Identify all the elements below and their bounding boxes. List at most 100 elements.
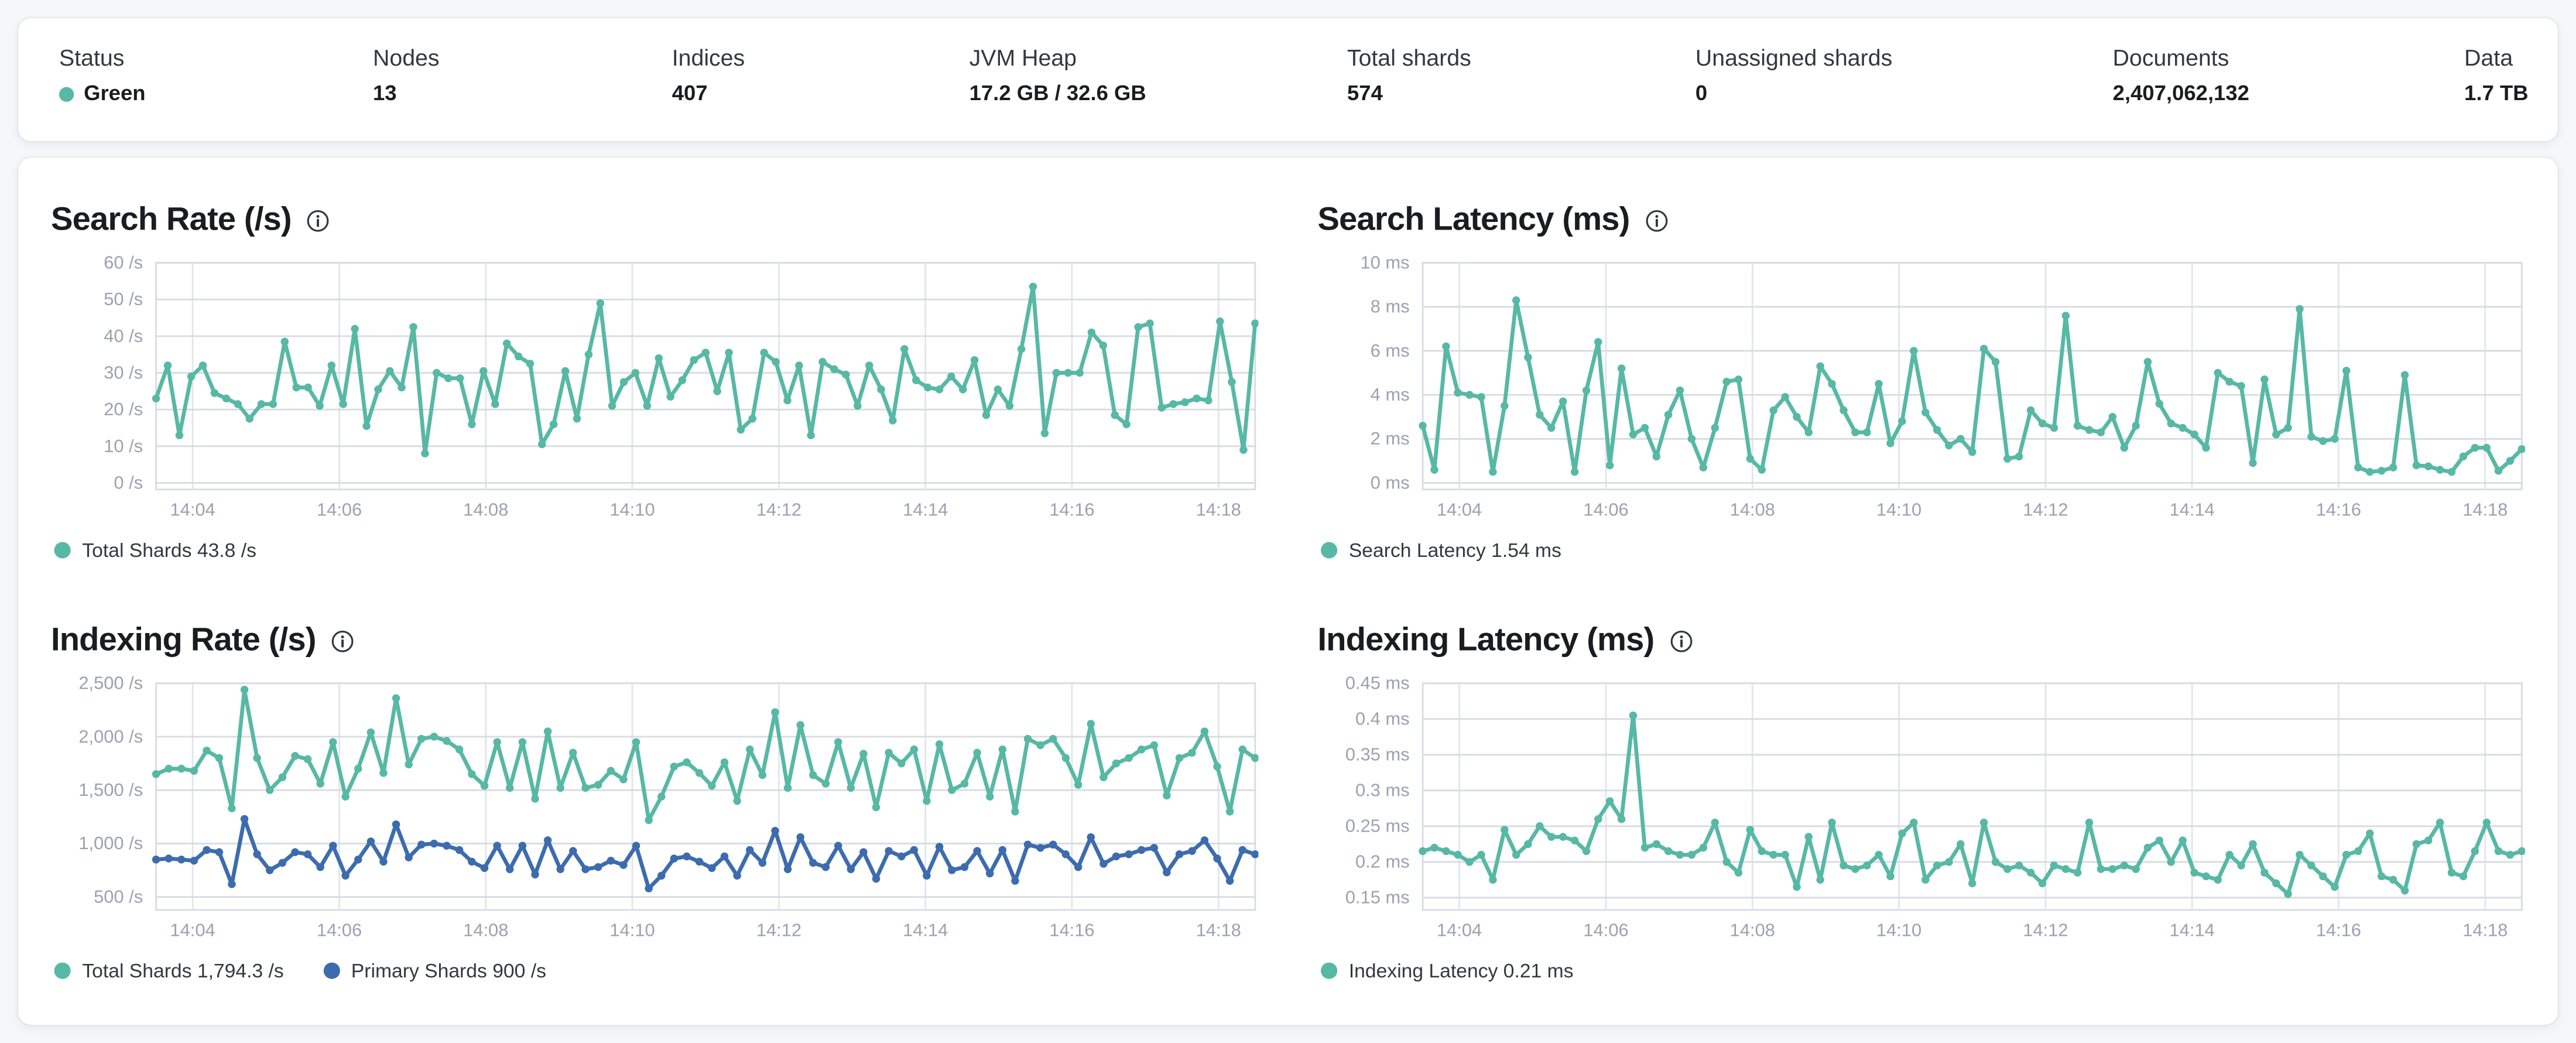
svg-text:14:16: 14:16 — [2316, 920, 2361, 941]
chart-title: Indexing Latency (ms) — [1317, 621, 1655, 658]
svg-text:14:18: 14:18 — [2462, 500, 2508, 520]
svg-text:14:06: 14:06 — [1583, 920, 1628, 941]
svg-text:14:04: 14:04 — [1437, 920, 1482, 941]
chart-block-search-latency: Search Latency (ms) 14:04 14:06 14:08 14:10… — [1317, 197, 2526, 562]
stat-label: Documents — [2112, 44, 2229, 71]
svg-text:10 /s: 10 /s — [104, 436, 143, 456]
legend-label: Total Shards 1,794.3 /s — [82, 959, 284, 983]
svg-text:20 /s: 20 /s — [104, 399, 143, 419]
stat-value: 17.2 GB / 32.6 GB — [969, 80, 1146, 105]
svg-text:14:08: 14:08 — [463, 920, 508, 941]
svg-text:14:14: 14:14 — [903, 920, 948, 941]
svg-text:14:04: 14:04 — [170, 500, 215, 520]
stat-value: 1.7 TB — [2464, 80, 2529, 105]
svg-text:14:10: 14:10 — [1876, 920, 1921, 941]
cluster-status-bar: Status Green Nodes 13 Indices 407 JVM He… — [18, 18, 2558, 142]
svg-text:14:10: 14:10 — [609, 500, 655, 520]
svg-text:50 /s: 50 /s — [104, 289, 143, 309]
svg-text:14:06: 14:06 — [317, 500, 362, 520]
svg-text:1,500 /s: 1,500 /s — [78, 779, 143, 800]
stat-value: 0 — [1695, 80, 1708, 105]
svg-text:14:18: 14:18 — [1196, 920, 1241, 941]
svg-text:1,000 /s: 1,000 /s — [78, 833, 143, 853]
info-icon[interactable] — [1645, 208, 1669, 232]
stat-total-shards: Total shards 574 — [1347, 43, 1695, 107]
svg-text:40 /s: 40 /s — [104, 326, 143, 346]
stat-value: 407 — [672, 80, 708, 105]
svg-text:0 /s: 0 /s — [114, 472, 143, 493]
svg-text:14:04: 14:04 — [170, 920, 215, 941]
legend-dot-icon — [1321, 962, 1338, 979]
stat-jvm-heap: JVM Heap 17.2 GB / 32.6 GB — [970, 43, 1347, 107]
stat-nodes: Nodes 13 — [373, 43, 672, 107]
stat-label: JVM Heap — [969, 44, 1077, 71]
svg-text:0.45 ms: 0.45 ms — [1345, 673, 1410, 693]
stat-label: Status — [59, 44, 125, 71]
legend-item[interactable]: Total Shards 1,794.3 /s — [54, 959, 284, 982]
svg-text:14:06: 14:06 — [1583, 500, 1628, 520]
stat-label: Indices — [672, 44, 745, 71]
svg-text:0.35 ms: 0.35 ms — [1345, 744, 1410, 765]
svg-text:0.25 ms: 0.25 ms — [1345, 816, 1410, 836]
svg-text:14:08: 14:08 — [1730, 920, 1775, 941]
svg-text:14:06: 14:06 — [317, 920, 362, 941]
svg-text:60 /s: 60 /s — [104, 253, 143, 273]
chart-legend: Total Shards 1,794.3 /s Primary Shards 9… — [51, 959, 1258, 982]
stat-value: Green — [84, 80, 146, 105]
svg-text:14:18: 14:18 — [1196, 500, 1241, 520]
stat-label: Data — [2464, 44, 2513, 71]
legend-item[interactable]: Primary Shards 900 /s — [323, 959, 546, 982]
metrics-panel: Search Rate (/s) 14:04 14:06 14:08 14:10 14:… — [18, 158, 2558, 1025]
svg-text:0 ms: 0 ms — [1371, 472, 1410, 493]
svg-text:14:12: 14:12 — [2023, 500, 2068, 520]
legend-dot-icon — [323, 962, 340, 979]
indexing-latency-chart[interactable]: 14:04 14:06 14:08 14:10 14:12 14:14 14:16 14:18… — [1318, 673, 2526, 949]
chart-title: Search Latency (ms) — [1317, 201, 1630, 238]
legend-item[interactable]: Search Latency 1.54 ms — [1321, 539, 1561, 562]
svg-text:14:08: 14:08 — [463, 500, 508, 520]
svg-text:30 /s: 30 /s — [104, 362, 143, 382]
chart-title: Indexing Rate (/s) — [50, 621, 316, 658]
svg-text:14:12: 14:12 — [756, 500, 801, 520]
svg-text:14:10: 14:10 — [609, 920, 655, 941]
svg-text:14:10: 14:10 — [1876, 500, 1921, 520]
search-rate-chart[interactable]: 14:04 14:06 14:08 14:10 14:12 14:14 14:16 14:18… — [51, 252, 1259, 529]
search-latency-chart[interactable]: 14:04 14:06 14:08 14:10 14:12 14:14 14:16 14:18… — [1318, 252, 2526, 529]
svg-text:0.4 ms: 0.4 ms — [1355, 709, 1410, 729]
svg-text:6 ms: 6 ms — [1371, 340, 1410, 361]
stat-label: Nodes — [372, 44, 440, 71]
chart-legend: Total Shards 43.8 /s — [51, 539, 1258, 562]
chart-title: Search Rate (/s) — [50, 201, 292, 238]
svg-text:14:14: 14:14 — [2170, 920, 2215, 941]
svg-text:14:04: 14:04 — [1437, 500, 1482, 520]
indexing-rate-chart[interactable]: 14:04 14:06 14:08 14:10 14:12 14:14 14:16 14:18… — [51, 673, 1259, 949]
svg-text:14:16: 14:16 — [1049, 920, 1094, 941]
chart-legend: Search Latency 1.54 ms — [1318, 539, 2525, 562]
info-icon[interactable] — [1669, 628, 1694, 653]
svg-text:2,000 /s: 2,000 /s — [78, 726, 143, 747]
svg-text:2 ms: 2 ms — [1371, 428, 1410, 449]
stat-value: 2,407,062,132 — [2112, 80, 2249, 105]
svg-text:14:14: 14:14 — [2170, 500, 2215, 520]
svg-text:14:14: 14:14 — [903, 500, 948, 520]
chart-legend: Indexing Latency 0.21 ms — [1318, 959, 2525, 982]
info-icon[interactable] — [306, 208, 331, 232]
svg-text:500 /s: 500 /s — [94, 886, 143, 907]
info-icon[interactable] — [331, 628, 355, 653]
svg-text:8 ms: 8 ms — [1371, 296, 1410, 317]
stat-unassigned-shards: Unassigned shards 0 — [1695, 43, 2113, 107]
legend-label: Primary Shards 900 /s — [351, 959, 546, 983]
legend-label: Total Shards 43.8 /s — [82, 538, 256, 562]
legend-dot-icon — [54, 542, 71, 559]
stat-value: 13 — [372, 80, 397, 105]
svg-text:14:12: 14:12 — [756, 920, 801, 941]
svg-text:14:08: 14:08 — [1730, 500, 1775, 520]
stat-label: Total shards — [1347, 44, 1471, 71]
stat-status: Status Green — [59, 43, 373, 107]
svg-text:4 ms: 4 ms — [1371, 384, 1410, 405]
svg-text:14:12: 14:12 — [2023, 920, 2068, 941]
svg-text:14:16: 14:16 — [2316, 500, 2361, 520]
legend-item[interactable]: Total Shards 43.8 /s — [54, 539, 256, 562]
legend-item[interactable]: Indexing Latency 0.21 ms — [1321, 959, 1574, 982]
